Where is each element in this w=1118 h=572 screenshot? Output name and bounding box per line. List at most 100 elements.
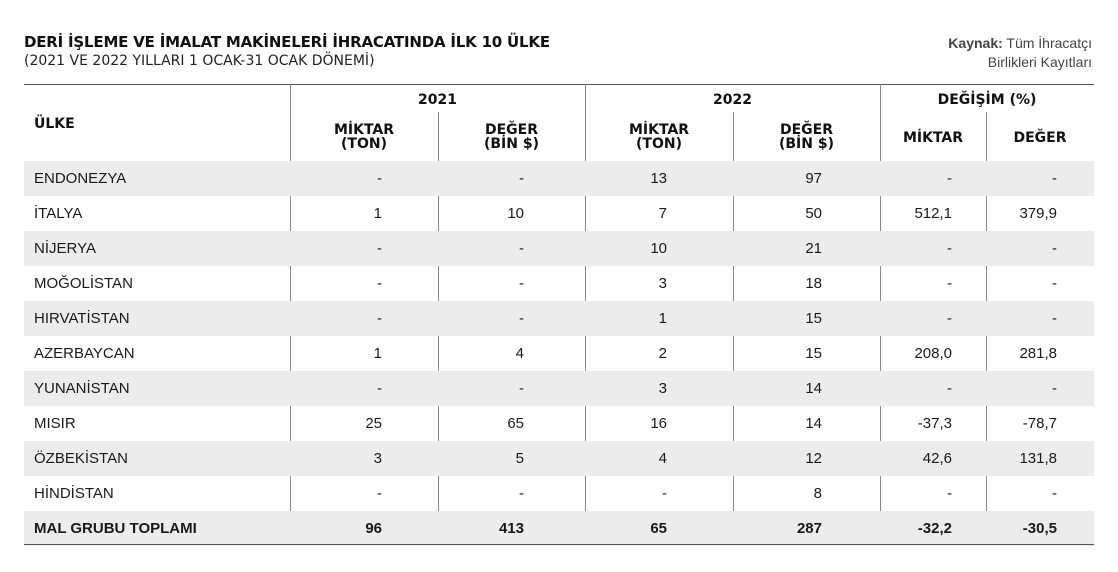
cell-2021-qty: 3 (373, 450, 382, 467)
cell-2022-value: 15 (805, 310, 822, 327)
table-row: HIRVATİSTAN - - 1 15 - - (24, 301, 1094, 336)
cell-2021-qty: - (377, 170, 382, 187)
cell-change-qty: -37,3 (917, 415, 952, 432)
cell-country: MISIR (34, 415, 76, 432)
cell-country: İTALYA (34, 205, 83, 222)
table-row: YUNANİSTAN - - 3 14 - - (24, 371, 1094, 406)
cell-country: HIRVATİSTAN (34, 310, 130, 327)
cell-2021-value: - (519, 485, 524, 502)
cell-change-qty: - (947, 485, 952, 502)
cell-2022-qty: 10 (650, 240, 667, 257)
cell-2022-qty: 3 (658, 380, 667, 397)
cell-2022-value: 21 (805, 240, 822, 257)
cell-2021-value: 5 (515, 450, 524, 467)
cell-2022-value: 12 (805, 450, 822, 467)
cell-2021-qty: - (377, 240, 382, 257)
header-value-unit: (BİN $) (483, 136, 539, 152)
cell-2022-value: 50 (805, 205, 822, 222)
cell-2022-qty: 7 (658, 205, 667, 222)
cell-2021-qty: 1 (373, 205, 382, 222)
table-title: DERİ İŞLEME VE İMALAT MAKİNELERİ İHRACAT… (24, 33, 550, 51)
cell-2022-value: 15 (805, 345, 822, 362)
cell-change-value: - (1052, 170, 1057, 187)
header-2022-value: DEĞER (BİN $) (733, 123, 880, 151)
cell-2022-qty: 4 (658, 450, 667, 467)
cell-2021-qty: 25 (365, 415, 382, 432)
header-value-unit: (BİN $) (778, 136, 834, 152)
cell-2021-value: 413 (498, 520, 524, 537)
data-table: ÜLKE 2021 2022 DEĞİŞİM (%) MİKTAR (TON) … (24, 84, 1094, 546)
cell-country: YUNANİSTAN (34, 380, 130, 397)
table-subtitle: (2021 VE 2022 YILLARI 1 OCAK-31 OCAK DÖN… (24, 53, 375, 69)
header-qty-label: MİKTAR (333, 122, 395, 138)
cell-change-value: -78,7 (1022, 415, 1057, 432)
cell-country: MAL GRUBU TOPLAMI (34, 520, 197, 537)
cell-country: MOĞOLİSTAN (34, 275, 133, 292)
header-2022: 2022 (713, 92, 752, 108)
table-row: ÖZBEKİSTAN 3 5 4 12 42,6 131,8 (24, 441, 1094, 476)
header-value-label: DEĞER (484, 122, 539, 138)
cell-country: ENDONEZYA (34, 170, 127, 187)
cell-change-value: 281,8 (1019, 345, 1057, 362)
cell-change-qty: - (947, 240, 952, 257)
table-header-block: DERİ İŞLEME VE İMALAT MAKİNELERİ İHRACAT… (24, 33, 1092, 77)
cell-country: HİNDİSTAN (34, 485, 114, 502)
table-row: HİNDİSTAN - - - 8 - - (24, 476, 1094, 511)
table-row: AZERBAYCAN 1 4 2 15 208,0 281,8 (24, 336, 1094, 371)
cell-2022-value: 8 (813, 485, 822, 502)
cell-2022-qty: 16 (650, 415, 667, 432)
source-line1: Tüm İhracatçı (1006, 35, 1092, 51)
cell-2021-value: - (519, 275, 524, 292)
cell-change-qty: 512,1 (914, 205, 952, 222)
header-qty-unit: (TON) (341, 136, 387, 152)
cell-2021-value: 4 (515, 345, 524, 362)
cell-2021-value: - (519, 170, 524, 187)
cell-change-value: - (1052, 240, 1057, 257)
cell-2022-value: 14 (805, 380, 822, 397)
cell-2021-value: - (519, 380, 524, 397)
cell-2021-qty: - (377, 485, 382, 502)
cell-2022-qty: - (662, 485, 667, 502)
cell-2021-qty: 1 (373, 345, 382, 362)
cell-change-value: 131,8 (1019, 450, 1057, 467)
cell-change-value: 379,9 (1019, 205, 1057, 222)
table-row: MOĞOLİSTAN - - 3 18 - - (24, 266, 1094, 301)
table-row: ENDONEZYA - - 13 97 - - (24, 161, 1094, 196)
header-qty-unit: (TON) (636, 136, 682, 152)
cell-change-value: - (1052, 485, 1057, 502)
cell-2022-qty: 13 (650, 170, 667, 187)
cell-2022-qty: 2 (658, 345, 667, 362)
cell-change-value: - (1052, 310, 1057, 327)
source-line2: Birlikleri Kayıtları (987, 54, 1092, 70)
cell-change-qty: -32,2 (917, 520, 952, 537)
cell-change-qty: - (947, 310, 952, 327)
header-change: DEĞİŞİM (%) (937, 92, 1037, 108)
cell-2022-value: 287 (796, 520, 822, 537)
header-change-qty: MİKTAR (902, 130, 964, 146)
table-bottom-rule (24, 544, 1094, 545)
cell-country: AZERBAYCAN (34, 345, 135, 362)
cell-change-qty: 42,6 (922, 450, 952, 467)
cell-change-value: -30,5 (1022, 520, 1057, 537)
cell-change-qty: - (947, 380, 952, 397)
source-label: Kaynak: (948, 35, 1003, 51)
table-row: MISIR 25 65 16 14 -37,3 -78,7 (24, 406, 1094, 441)
cell-2021-qty: - (377, 275, 382, 292)
cell-2022-qty: 1 (658, 310, 667, 327)
cell-change-qty: - (947, 170, 952, 187)
cell-2021-value: 65 (507, 415, 524, 432)
cell-2022-value: 14 (805, 415, 822, 432)
table-row: NİJERYA - - 10 21 - - (24, 231, 1094, 266)
total-row: MAL GRUBU TOPLAMI 96 413 65 287 -32,2 -30,5 (24, 511, 1094, 546)
cell-2022-value: 97 (805, 170, 822, 187)
cell-2022-value: 18 (805, 275, 822, 292)
cell-2021-value: - (519, 240, 524, 257)
cell-2021-qty: 96 (365, 520, 382, 537)
header-change-value: DEĞER (1013, 130, 1067, 146)
cell-2021-qty: - (377, 310, 382, 327)
header-2021: 2021 (418, 92, 457, 108)
cell-change-qty: 208,0 (914, 345, 952, 362)
header-2021-qty: MİKTAR (TON) (290, 123, 438, 151)
cell-change-value: - (1052, 275, 1057, 292)
header-2022-qty: MİKTAR (TON) (585, 123, 733, 151)
